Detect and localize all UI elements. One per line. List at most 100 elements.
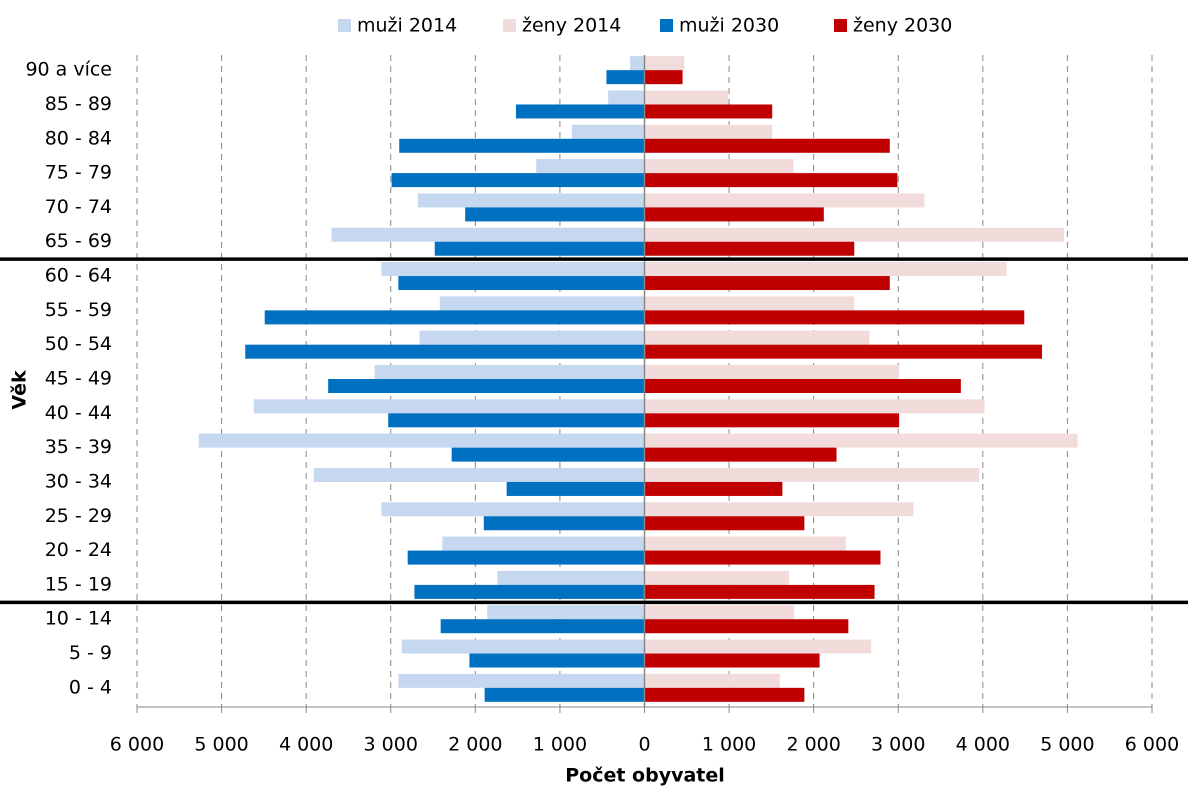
y-tick-label: 70 - 74 xyxy=(45,196,112,218)
x-tick-label: 5 000 xyxy=(1040,734,1094,756)
x-tick-label: 6 000 xyxy=(110,734,164,756)
bar xyxy=(469,653,645,668)
y-tick-label: 30 - 34 xyxy=(45,470,112,492)
legend-swatch xyxy=(503,19,516,32)
bar xyxy=(644,173,898,188)
bar xyxy=(606,70,645,85)
bar xyxy=(401,639,645,654)
bar xyxy=(644,241,855,256)
y-tick-label: 85 - 89 xyxy=(45,93,112,115)
bar xyxy=(630,56,645,71)
bar xyxy=(487,605,645,620)
bar xyxy=(644,138,890,153)
y-tick-label: 25 - 29 xyxy=(45,505,112,527)
bar xyxy=(644,605,795,620)
bar xyxy=(644,90,729,105)
bar xyxy=(483,516,645,531)
bar xyxy=(381,502,645,517)
y-tick-label: 10 - 14 xyxy=(45,608,112,630)
legend-label: ženy 2030 xyxy=(853,15,952,37)
y-tick-label: 5 - 9 xyxy=(69,642,112,664)
bar xyxy=(414,584,645,599)
bar xyxy=(465,207,645,222)
y-tick-label: 15 - 19 xyxy=(45,573,112,595)
y-tick-label: 20 - 24 xyxy=(45,539,112,561)
bar xyxy=(608,90,645,105)
y-tick-label: 40 - 44 xyxy=(45,402,112,424)
bar xyxy=(644,159,794,174)
x-tick-label: 5 000 xyxy=(194,734,248,756)
x-tick-label: 3 000 xyxy=(364,734,418,756)
y-axis-label: Věk xyxy=(9,370,31,410)
bar xyxy=(644,516,805,531)
y-tick-label: 55 - 59 xyxy=(45,299,112,321)
bar xyxy=(398,276,645,291)
bar xyxy=(644,207,824,222)
bar xyxy=(497,570,645,585)
bar xyxy=(644,124,773,139)
x-tick-label: 3 000 xyxy=(871,734,925,756)
bar xyxy=(644,296,855,311)
bar xyxy=(644,330,870,345)
bar xyxy=(644,584,875,599)
bar xyxy=(644,262,1007,277)
bar xyxy=(644,379,961,393)
bar xyxy=(198,433,645,448)
x-tick-label: 1 000 xyxy=(533,734,587,756)
x-tick-label: 4 000 xyxy=(279,734,333,756)
bar xyxy=(644,365,900,379)
bar xyxy=(331,227,645,242)
bar xyxy=(391,173,645,188)
bar xyxy=(313,467,645,482)
bar xyxy=(419,330,645,345)
bar xyxy=(644,619,849,634)
legend-label: muži 2030 xyxy=(679,15,779,37)
y-tick-label: 60 - 64 xyxy=(45,265,112,287)
bar xyxy=(644,104,773,119)
legend-swatch xyxy=(834,19,847,32)
bar xyxy=(644,344,1043,359)
y-tick-label: 0 - 4 xyxy=(69,676,112,698)
y-tick-label: 50 - 54 xyxy=(45,333,112,355)
x-tick-label: 6 000 xyxy=(1125,734,1179,756)
bar xyxy=(644,399,985,414)
bar xyxy=(451,447,645,462)
bar xyxy=(644,433,1078,448)
bar xyxy=(644,673,780,688)
y-tick-label: 35 - 39 xyxy=(45,436,112,458)
bar xyxy=(440,619,645,634)
legend-label: muži 2014 xyxy=(357,15,457,37)
x-axis-label: Počet obyvatel xyxy=(565,765,725,787)
bar xyxy=(245,344,645,359)
y-tick-label: 90 a více xyxy=(25,59,112,81)
bar xyxy=(407,550,645,565)
bar xyxy=(536,159,645,174)
x-tick-label: 0 xyxy=(638,734,650,756)
bar xyxy=(253,399,645,414)
y-tick-label: 45 - 49 xyxy=(45,368,112,390)
bar xyxy=(264,310,645,325)
bar xyxy=(644,56,685,71)
bar xyxy=(644,502,914,517)
bar xyxy=(644,310,1025,325)
bar xyxy=(644,653,820,668)
bar xyxy=(374,365,645,379)
bar xyxy=(434,241,645,256)
legend-swatch xyxy=(338,19,351,32)
x-tick-label: 1 000 xyxy=(702,734,756,756)
bar xyxy=(439,296,645,311)
bar xyxy=(381,262,645,277)
bar xyxy=(442,536,645,551)
legend-label: ženy 2014 xyxy=(522,15,621,37)
bar xyxy=(644,639,872,654)
bar xyxy=(644,481,783,496)
bar xyxy=(644,413,900,428)
bar xyxy=(644,536,846,551)
bar xyxy=(644,570,790,585)
bar xyxy=(398,673,645,688)
bar xyxy=(484,687,645,702)
bar xyxy=(644,447,837,462)
bar xyxy=(417,193,645,208)
